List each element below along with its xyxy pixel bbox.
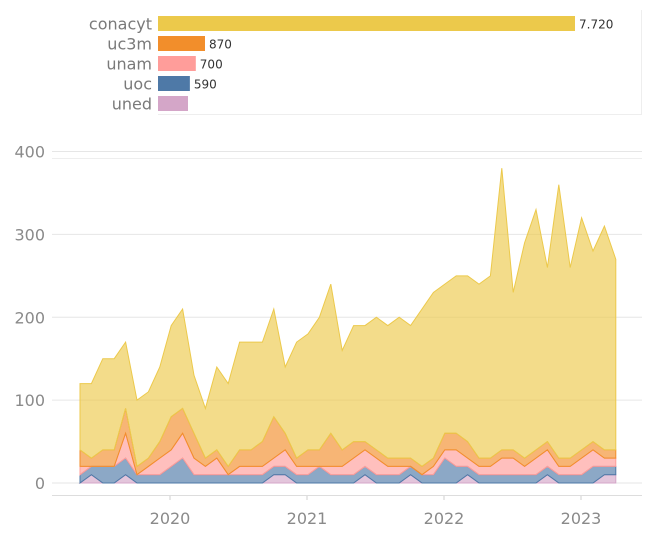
bar-category-label: conacyt bbox=[89, 15, 152, 34]
bar-category-label: uc3m bbox=[107, 35, 152, 54]
y-tick-label: 400 bbox=[14, 143, 45, 162]
bar-value-label: 590 bbox=[194, 78, 217, 92]
y-tick-label: 300 bbox=[14, 225, 45, 244]
bar-value-label: 870 bbox=[209, 38, 232, 52]
bar-category-label: unam bbox=[106, 55, 152, 74]
bar-uoc[interactable] bbox=[158, 76, 190, 91]
x-tick-label: 2022 bbox=[424, 509, 465, 528]
area-series-group bbox=[78, 168, 617, 484]
breakdown-bar-chart: conacyt 7.720 uc3m 870 unam 700 uoc 590 uned bbox=[89, 10, 642, 115]
bar-category-label: uoc bbox=[123, 75, 152, 94]
stacked-area-chart: 0 100 200 300 400 2020 2021 2022 2023 bbox=[14, 143, 642, 528]
bar-value-label: 700 bbox=[200, 58, 223, 72]
bar-conacyt[interactable] bbox=[158, 16, 575, 31]
area-series-conacyt[interactable] bbox=[79, 168, 617, 468]
bar-category-label: uned bbox=[112, 95, 152, 114]
bar-unam[interactable] bbox=[158, 56, 196, 71]
bar-uc3m[interactable] bbox=[158, 36, 205, 51]
bar-uned[interactable] bbox=[158, 96, 188, 111]
x-tick-label: 2021 bbox=[287, 509, 328, 528]
x-tick-label: 2020 bbox=[150, 509, 191, 528]
y-tick-label: 0 bbox=[35, 474, 45, 493]
bar-value-label: 7.720 bbox=[579, 18, 613, 32]
x-tick-label: 2023 bbox=[561, 509, 602, 528]
y-tick-label: 200 bbox=[14, 308, 45, 327]
axes: 0 100 200 300 400 2020 2021 2022 2023 bbox=[14, 143, 642, 528]
y-tick-label: 100 bbox=[14, 391, 45, 410]
